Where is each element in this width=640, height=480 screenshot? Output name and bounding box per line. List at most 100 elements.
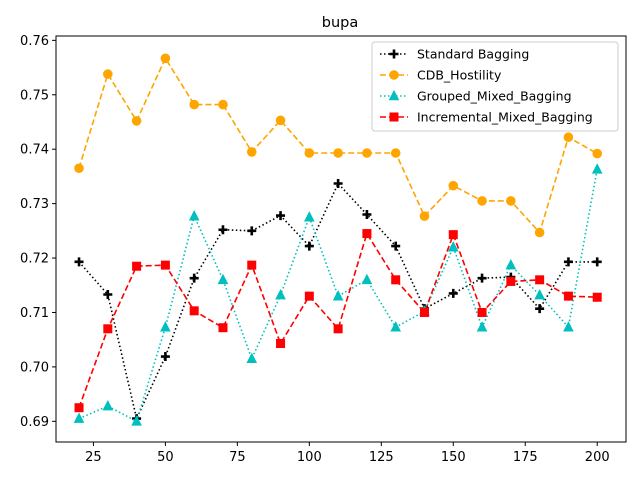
- data-point: [218, 99, 228, 110]
- data-point: [188, 210, 200, 221]
- axes: 25 50 75 100 125 150 175 200 0.69 0.70 0.71 0.72 0.7…: [20, 34, 627, 465]
- data-point: [591, 163, 603, 174]
- x-tick-label: 125: [369, 450, 394, 465]
- plot-area: [73, 53, 603, 426]
- data-point: [563, 132, 574, 143]
- data-point: [448, 180, 459, 191]
- data-point: [476, 321, 488, 332]
- data-point: [535, 304, 545, 314]
- data-point: [419, 211, 430, 221]
- data-point: [73, 412, 85, 423]
- legend-label: Grouped_Mixed_Bagging: [417, 89, 572, 104]
- data-point: [189, 99, 199, 110]
- series-line: [78, 182, 598, 422]
- data-point: [506, 196, 516, 206]
- data-point: [246, 147, 257, 157]
- y-tick-label: 0.70: [20, 360, 49, 375]
- y-tick-label: 0.75: [20, 88, 49, 103]
- data-point: [218, 323, 228, 333]
- data-point: [419, 307, 429, 317]
- series-1: [74, 53, 603, 238]
- data-point: [131, 116, 142, 126]
- x-tick-label: 150: [441, 450, 466, 465]
- data-point: [160, 53, 171, 64]
- data-point: [505, 259, 517, 270]
- data-point: [247, 226, 257, 236]
- data-point: [132, 261, 142, 271]
- data-point: [448, 230, 458, 240]
- data-point: [160, 352, 170, 362]
- data-point: [160, 260, 170, 270]
- data-point: [276, 338, 286, 348]
- legend-marker: [389, 70, 399, 80]
- x-tick-label: 100: [297, 450, 322, 465]
- data-point: [506, 276, 516, 286]
- data-point: [217, 273, 229, 285]
- data-point: [333, 178, 343, 188]
- data-point: [535, 275, 545, 285]
- data-point: [304, 291, 314, 301]
- data-point: [534, 288, 545, 300]
- data-point: [131, 415, 142, 426]
- data-point: [390, 321, 402, 332]
- series-0: [74, 178, 602, 424]
- data-point: [103, 324, 113, 334]
- data-point: [447, 241, 459, 252]
- data-point: [361, 273, 373, 285]
- legend-label: Standard Bagging: [417, 47, 529, 62]
- x-tick-label: 200: [585, 450, 610, 465]
- x-tick-label: 75: [229, 450, 246, 465]
- series-2: [73, 163, 603, 426]
- data-point: [477, 273, 487, 283]
- data-point: [563, 291, 573, 301]
- y-tick-label: 0.76: [20, 34, 49, 49]
- data-point: [592, 292, 602, 302]
- legend-marker: [388, 89, 400, 101]
- y-tick-label: 0.69: [20, 415, 49, 430]
- data-point: [333, 324, 343, 334]
- chart-title: bupa: [322, 15, 358, 31]
- legend-marker: [389, 49, 399, 59]
- legend-box: [371, 41, 619, 132]
- data-point: [362, 210, 372, 220]
- data-point: [189, 306, 199, 316]
- data-point: [304, 148, 315, 158]
- data-point: [477, 307, 487, 317]
- data-point: [275, 288, 286, 300]
- data-point: [362, 148, 372, 158]
- y-tick-label: 0.71: [20, 306, 49, 321]
- data-point: [332, 290, 344, 301]
- legend-label: Incremental_Mixed_Bagging: [417, 110, 593, 125]
- data-point: [247, 260, 257, 270]
- data-point: [102, 399, 114, 411]
- data-point: [362, 229, 372, 239]
- data-point: [391, 241, 401, 251]
- series-3: [74, 229, 602, 413]
- axes-frame: [55, 35, 627, 443]
- data-point: [74, 257, 84, 267]
- data-point: [563, 257, 573, 267]
- data-point: [477, 196, 487, 206]
- data-point: [276, 211, 286, 221]
- data-point: [218, 225, 228, 235]
- data-point: [304, 211, 315, 222]
- data-point: [160, 321, 171, 332]
- data-point: [592, 148, 603, 159]
- y-tick-label: 0.72: [20, 252, 49, 267]
- data-point: [246, 352, 258, 364]
- data-point: [592, 257, 602, 267]
- data-point: [189, 273, 199, 283]
- y-tick-label: 0.73: [20, 197, 49, 212]
- x-tick-label: 50: [157, 450, 174, 465]
- data-point: [534, 227, 545, 238]
- series-line: [78, 231, 598, 408]
- x-tick-label: 25: [85, 450, 102, 465]
- data-point: [448, 288, 458, 298]
- data-point: [304, 241, 314, 251]
- data-point: [103, 69, 113, 79]
- data-point: [275, 115, 286, 126]
- data-point: [333, 148, 343, 158]
- legend-marker: [389, 112, 399, 122]
- x-tick-label: 175: [513, 450, 538, 465]
